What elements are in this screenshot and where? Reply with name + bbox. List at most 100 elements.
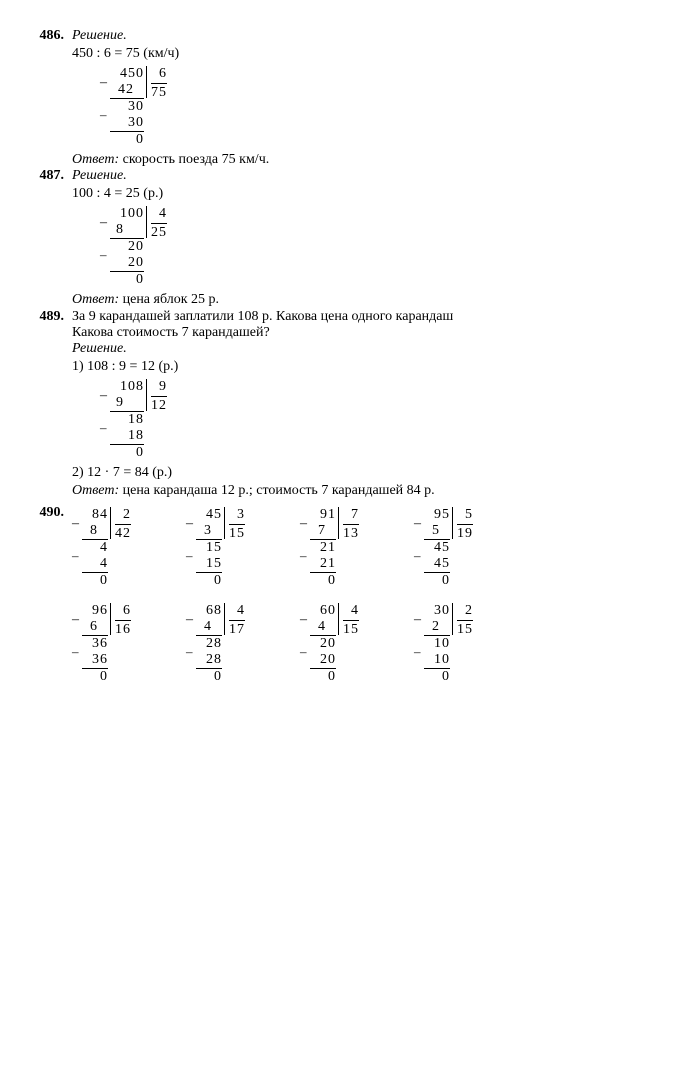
remainder: 0 [196, 668, 222, 685]
quotient: 15 [457, 620, 473, 638]
subtrahend: 4 [310, 619, 336, 635]
long-division: – 100 8 4 25 20 20 0 [100, 206, 167, 288]
subtrahend: 20 [310, 652, 336, 668]
remainder: 0 [82, 572, 108, 589]
subtrahend: 42 [110, 82, 144, 98]
answer-label: Ответ: [72, 483, 119, 498]
subtrahend: 6 [82, 619, 108, 635]
subtrahend: 20 [110, 255, 144, 271]
dividend: 450 [110, 66, 144, 82]
answer-line: Ответ: скорость поезда 75 км/ч. [72, 152, 690, 168]
quotient: 15 [229, 524, 245, 542]
quotient: 15 [343, 620, 359, 638]
remainder: 0 [310, 668, 336, 685]
equation: 2) 12 · 7 = 84 (р.) [72, 465, 690, 481]
equation: 100 : 4 = 25 (р.) [72, 186, 690, 202]
quotient: 42 [115, 524, 131, 542]
division-grid-row: – 96 6 6 16 36 36 0 – 68 4 4 17 [72, 601, 690, 689]
dividend: 96 [82, 603, 108, 619]
subtrahend: 30 [110, 115, 144, 131]
quotient: 19 [457, 524, 473, 542]
dividend: 95 [424, 507, 450, 523]
task-text: Какова стоимость 7 карандашей? [72, 325, 690, 341]
long-division: – 30 2 2 15 10 10 0 [414, 603, 473, 685]
dividend: 45 [196, 507, 222, 523]
remainder: 0 [110, 131, 144, 148]
remainder: 0 [424, 668, 450, 685]
answer-line: Ответ: цена карандаша 12 р.; стоимость 7… [72, 483, 690, 499]
remainder: 21 [310, 539, 336, 556]
remainder: 15 [196, 539, 222, 556]
long-division: – 450 42 6 75 30 30 0 [100, 66, 167, 148]
problem-489: 489. За 9 карандашей заплатили 108 р. Ка… [10, 309, 690, 500]
divisor: 2 [115, 507, 131, 524]
long-division: – 95 5 5 19 45 45 0 [414, 507, 473, 589]
remainder: 28 [196, 635, 222, 652]
divisor: 4 [343, 603, 359, 620]
divisor: 5 [457, 507, 473, 524]
subtrahend: 8 [82, 523, 108, 539]
solution-label: Решение. [72, 168, 690, 184]
problem-486: 486. Решение. 450 : 6 = 75 (км/ч) – 450 … [10, 28, 690, 168]
remainder: 0 [196, 572, 222, 589]
subtrahend: 7 [310, 523, 336, 539]
subtrahend: 36 [82, 652, 108, 668]
answer-text: цена яблок 25 р. [119, 292, 219, 307]
long-division: – 91 7 7 13 21 21 0 [300, 507, 359, 589]
problem-number: 487. [10, 168, 72, 308]
dividend: 60 [310, 603, 336, 619]
quotient: 17 [229, 620, 245, 638]
divisor: 7 [343, 507, 359, 524]
quotient: 75 [151, 83, 167, 101]
long-division: – 45 3 3 15 15 15 0 [186, 507, 245, 589]
solution-label: Решение. [72, 341, 690, 357]
divisor: 9 [151, 379, 167, 396]
remainder: 45 [424, 539, 450, 556]
problem-number: 486. [10, 28, 72, 168]
long-division: – 96 6 6 16 36 36 0 [72, 603, 131, 685]
remainder: 4 [82, 539, 108, 556]
problem-number: 489. [10, 309, 72, 500]
problem-number: 490. [10, 505, 72, 689]
dividend: 91 [310, 507, 336, 523]
subtrahend: 3 [196, 523, 222, 539]
subtrahend: 15 [196, 556, 222, 572]
divisor: 2 [457, 603, 473, 620]
quotient: 25 [151, 223, 167, 241]
equation: 450 : 6 = 75 (км/ч) [72, 46, 690, 62]
dividend: 84 [82, 507, 108, 523]
remainder: 30 [110, 98, 144, 115]
answer-text: скорость поезда 75 км/ч. [119, 152, 269, 167]
dividend: 100 [110, 206, 144, 222]
divisor: 6 [151, 66, 167, 83]
remainder: 0 [82, 668, 108, 685]
subtrahend: 9 [110, 395, 144, 411]
subtrahend: 45 [424, 556, 450, 572]
subtrahend: 21 [310, 556, 336, 572]
divisor: 6 [115, 603, 131, 620]
remainder: 18 [110, 411, 144, 428]
long-division: – 108 9 9 12 18 18 0 [100, 379, 167, 461]
subtrahend: 4 [196, 619, 222, 635]
divisor: 4 [229, 603, 245, 620]
subtrahend: 5 [424, 523, 450, 539]
remainder: 36 [82, 635, 108, 652]
subtrahend: 2 [424, 619, 450, 635]
long-division: – 60 4 4 15 20 20 0 [300, 603, 359, 685]
answer-line: Ответ: цена яблок 25 р. [72, 292, 690, 308]
remainder: 10 [424, 635, 450, 652]
remainder: 0 [110, 444, 144, 461]
long-division: – 68 4 4 17 28 28 0 [186, 603, 245, 685]
divisor: 3 [229, 507, 245, 524]
remainder: 20 [310, 635, 336, 652]
problem-487: 487. Решение. 100 : 4 = 25 (р.) – 100 8 … [10, 168, 690, 308]
dividend: 108 [110, 379, 144, 395]
long-division: – 84 8 2 42 4 4 0 [72, 507, 131, 589]
task-text: За 9 карандашей заплатили 108 р. Какова … [72, 309, 690, 325]
equation: 1) 108 : 9 = 12 (р.) [72, 359, 690, 375]
subtrahend: 18 [110, 428, 144, 444]
subtrahend: 4 [82, 556, 108, 572]
answer-text: цена карандаша 12 р.; стоимость 7 каранд… [119, 483, 435, 498]
solution-label: Решение. [72, 28, 690, 44]
remainder: 0 [110, 271, 144, 288]
